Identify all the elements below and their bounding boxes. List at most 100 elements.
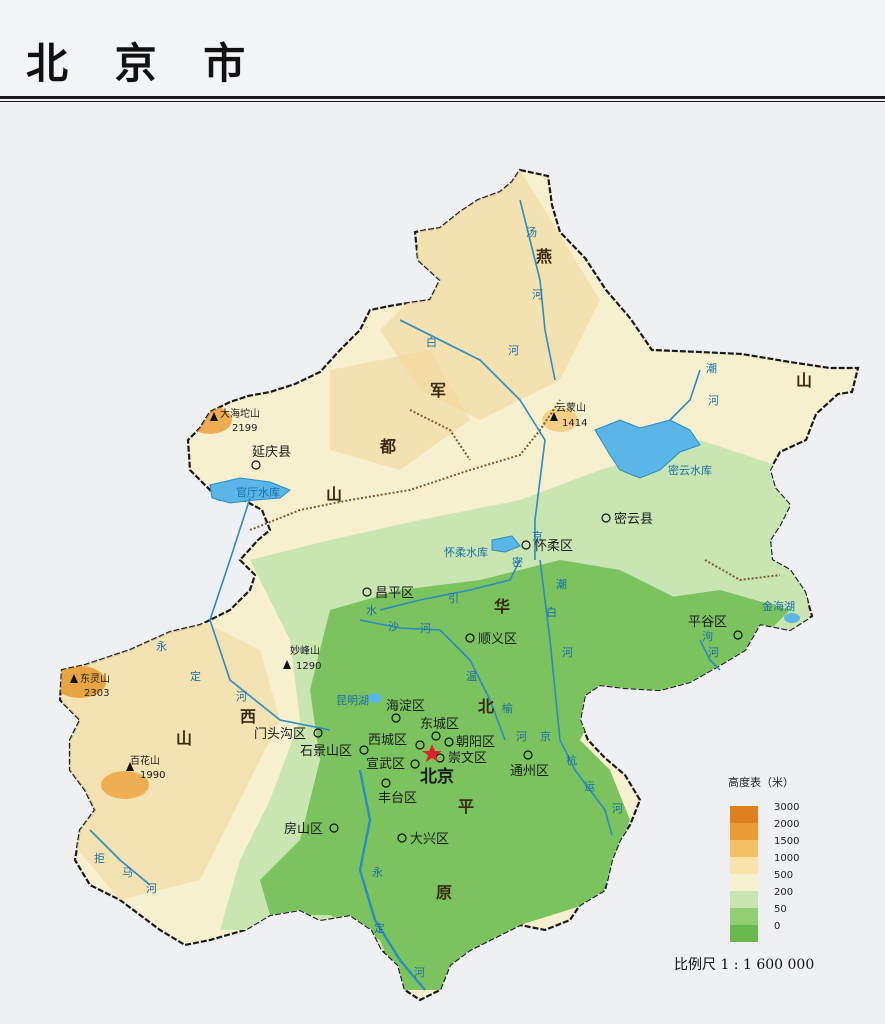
label-jingmi2: 密: [512, 555, 523, 569]
label-tang1: 汤: [526, 225, 537, 239]
label-sha2: 河: [420, 622, 431, 635]
label-yuan: 原: [436, 883, 452, 902]
marker-xicheng: [415, 740, 425, 750]
label-yongding2: 定: [190, 669, 201, 683]
label-chaobai3: 河: [562, 646, 573, 659]
label-shan-xishan: 山: [176, 729, 192, 748]
label-chaoyang: 朝阳区: [456, 735, 495, 750]
legend-swatch-1000: [730, 857, 758, 874]
label-pinggu: 平谷区: [688, 615, 727, 630]
peak-dongling-height: 2303: [84, 688, 109, 699]
label-yd-low2: 定: [374, 921, 385, 935]
map-title: 北 京 市: [26, 39, 262, 88]
label-tongzhou: 通州区: [510, 764, 549, 779]
peak-miaofeng-name: 妙峰山: [290, 644, 320, 657]
label-guanting: 官厅水库: [236, 485, 280, 499]
capital-star-icon: [422, 744, 442, 762]
peak-shading-dongling: [60, 666, 106, 698]
peak-dahaituo-height: 2199: [232, 423, 257, 434]
label-yongding1: 永: [156, 639, 167, 653]
great-wall: [249, 399, 781, 582]
label-kunming: 昆明湖: [336, 694, 369, 707]
legend-label-200: 200: [774, 887, 794, 898]
jinhaihu-lake: [784, 613, 800, 623]
label-bai1: 白: [426, 335, 437, 349]
label-huairou: 怀柔区: [534, 539, 573, 554]
peak-baihua-name: 百花山: [130, 754, 160, 767]
peak-miaofeng-height: 1290: [296, 661, 321, 672]
legend-label-3000: 3000: [774, 802, 800, 813]
label-xi: 西: [240, 707, 256, 726]
label-dongcheng: 东城区: [420, 717, 459, 732]
label-miyun: 密云县: [614, 511, 653, 527]
jinghang-canal: [574, 769, 613, 836]
baihe-river: [399, 319, 546, 560]
label-tang2: 河: [532, 288, 543, 301]
title-rule-thin: [0, 101, 885, 102]
label-du: 都: [379, 437, 396, 456]
title-rule: [0, 96, 885, 99]
marker-tongzhou: [523, 750, 533, 760]
label-ai1: 泃: [702, 630, 713, 643]
label-yanqing: 延庆县: [252, 445, 291, 460]
rivers: [89, 199, 721, 991]
label-fengtai: 丰台区: [378, 791, 417, 806]
marker-huairou: [521, 540, 531, 550]
peak-icon: [126, 762, 134, 771]
legend-swatch-3000: [730, 806, 758, 823]
huairou-reservoir: [491, 535, 521, 553]
marker-miyun: [601, 513, 611, 523]
elevation-legend: 高度表（米） 3000 2000 1500 1000 500 200 50 0: [724, 774, 844, 942]
title-bar: [0, 0, 885, 100]
peak-baihua-height: 1990: [140, 770, 165, 781]
label-shunyi: 顺义区: [478, 632, 517, 647]
label-chao2: 河: [708, 394, 719, 407]
label-shan-jundu: 山: [326, 485, 342, 504]
legend-label-0: 0: [774, 921, 781, 932]
label-bei: 北: [478, 697, 494, 716]
label-daxing: 大兴区: [410, 832, 449, 847]
label-yd-low1: 永: [372, 865, 383, 879]
marker-fengtai: [381, 778, 391, 788]
label-shijingshan: 石景山区: [300, 744, 352, 759]
label-shan-east: 山: [796, 371, 812, 390]
peak-dahaituo-name: 大海坨山: [220, 407, 260, 420]
legend-swatch-200: [730, 891, 758, 908]
label-haidian: 海淀区: [386, 699, 425, 714]
marker-changping: [362, 587, 372, 597]
hills-zone-north: [380, 170, 600, 420]
jingmi-canal: [379, 559, 521, 611]
legend-label-500: 500: [774, 870, 794, 881]
label-miyun-reservoir: 密云水库: [668, 463, 712, 477]
label-chongwen: 崇文区: [448, 751, 487, 766]
plain-zone: [260, 560, 760, 990]
peak-icon: [283, 660, 291, 669]
label-fangshan: 房山区: [284, 821, 323, 837]
chaobai-river: [539, 559, 576, 771]
label-wenyu2: 榆: [502, 701, 513, 715]
label-yanshan: 燕: [536, 247, 552, 266]
shahe-river: [359, 619, 441, 631]
legend-label-2000: 2000: [774, 819, 800, 830]
legend-swatch-2000: [730, 823, 758, 840]
city-markers: [251, 460, 743, 843]
legend-swatch-500: [730, 874, 758, 891]
label-jinhaihu: 金海湖: [762, 599, 795, 613]
label-huairou-reservoir: 怀柔水库: [444, 546, 488, 559]
label-sha1: 沙: [388, 620, 399, 633]
label-jingmi4: 水: [366, 604, 377, 617]
peak-icon: [210, 412, 218, 421]
label-jinghang3: 运: [584, 780, 595, 793]
marker-shunyi: [465, 633, 475, 643]
kunming-lake: [368, 693, 382, 703]
scale-label: 比例尺 1 : 1 600 000: [674, 957, 815, 973]
peak-dongling-name: 东灵山: [80, 672, 110, 685]
peak-yunmeng-height: 1414: [562, 418, 587, 429]
label-juma2: 马: [122, 866, 133, 879]
label-chao1: 潮: [706, 361, 717, 375]
peak-icon: [550, 412, 558, 421]
label-xicheng: 西城区: [368, 733, 407, 748]
marker-haidian: [391, 713, 401, 723]
hills-zone-junduo: [330, 350, 470, 470]
